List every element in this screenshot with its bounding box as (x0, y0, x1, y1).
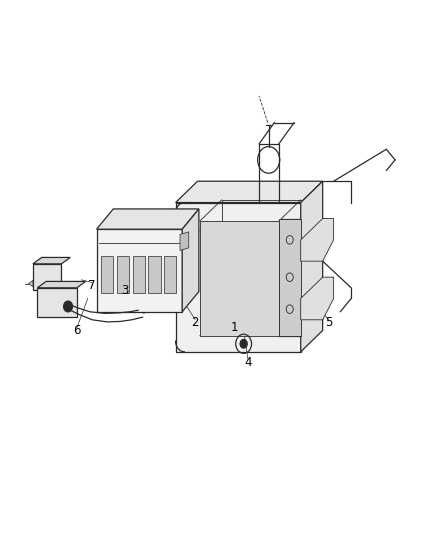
Polygon shape (148, 256, 160, 293)
Text: 2: 2 (191, 316, 199, 329)
Polygon shape (180, 232, 188, 251)
Polygon shape (37, 281, 85, 288)
Polygon shape (33, 257, 70, 264)
Polygon shape (199, 221, 278, 336)
Circle shape (240, 340, 247, 348)
Polygon shape (182, 209, 198, 312)
Text: 7: 7 (88, 279, 96, 292)
Polygon shape (96, 209, 198, 229)
Polygon shape (117, 256, 129, 293)
Polygon shape (300, 219, 333, 261)
Text: 1: 1 (230, 321, 238, 334)
Polygon shape (28, 280, 33, 287)
Polygon shape (175, 181, 322, 203)
Polygon shape (101, 256, 113, 293)
Polygon shape (37, 288, 77, 317)
Text: 3: 3 (121, 284, 128, 297)
Polygon shape (278, 219, 300, 336)
Polygon shape (300, 181, 322, 352)
Text: 4: 4 (244, 356, 251, 369)
Polygon shape (132, 256, 145, 293)
Polygon shape (175, 203, 300, 352)
Text: 5: 5 (325, 316, 332, 329)
Circle shape (64, 301, 72, 312)
Polygon shape (96, 229, 182, 312)
Polygon shape (164, 256, 176, 293)
Polygon shape (33, 264, 61, 290)
Polygon shape (300, 277, 333, 320)
Text: 6: 6 (73, 324, 81, 337)
